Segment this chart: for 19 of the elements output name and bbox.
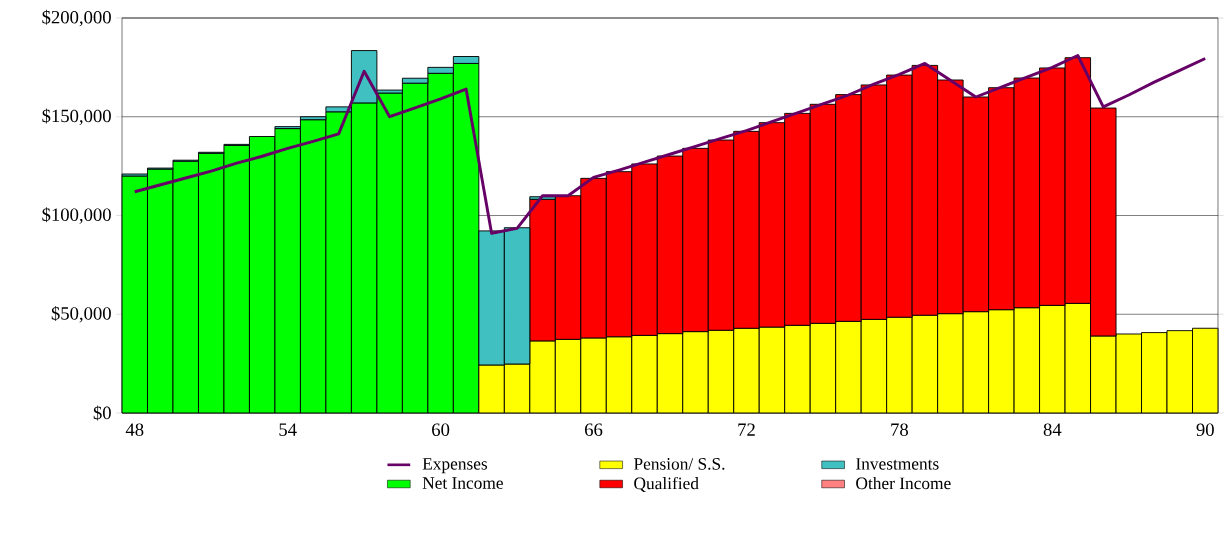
x-tick-label: 84 xyxy=(1043,423,1062,436)
x-tick-label: 60 xyxy=(432,423,450,436)
y-tick-label: $150,000 xyxy=(42,108,111,125)
legend-label: Expenses xyxy=(422,458,488,474)
x-tick-label: 54 xyxy=(279,423,297,436)
x-tick-label: 72 xyxy=(738,423,755,436)
y-tick-label: $100,000 xyxy=(42,207,111,224)
y-tick-label: $0 xyxy=(93,405,111,421)
x-tick-label: 48 xyxy=(125,423,144,436)
y-tick-label: $50,000 xyxy=(51,306,111,323)
x-tick-label: 90 xyxy=(1196,423,1214,436)
legend-label: Qualified xyxy=(634,476,699,492)
x-tick-label: 66 xyxy=(585,423,603,436)
y-tick-label: $200,000 xyxy=(42,9,111,27)
legend-label: Net Income xyxy=(422,477,503,489)
legend-label: Investments xyxy=(856,458,939,470)
x-tick-label: 78 xyxy=(891,423,909,436)
legend-label: Other Income xyxy=(856,476,951,490)
legend-label: Pension/ S.S. xyxy=(634,458,725,470)
